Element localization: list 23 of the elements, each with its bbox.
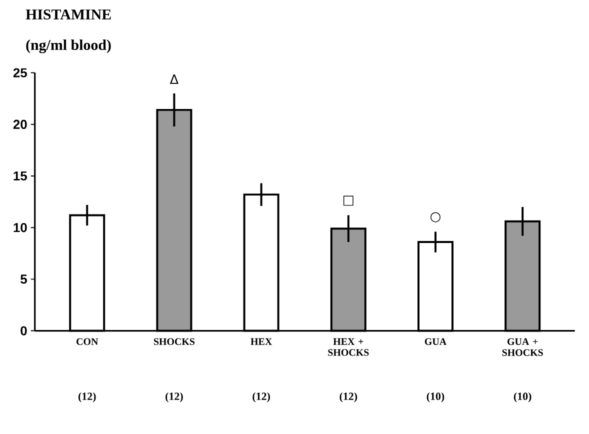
y-tick-label: 20 xyxy=(13,120,27,129)
data-label: □ xyxy=(343,196,354,206)
x-tick-label: HEX xyxy=(250,338,272,345)
x-tick-label: GUA + SHOCKS xyxy=(502,338,543,356)
text: (10) xyxy=(426,392,444,402)
data-label: ○ xyxy=(430,212,440,222)
y-tick-label: 5 xyxy=(20,274,27,284)
y-tick-label: 10 xyxy=(14,223,27,232)
x-tick-label: SHOCKS xyxy=(154,338,195,345)
chart-title: HISTAMINE xyxy=(26,10,111,20)
y-tick-label: 25 xyxy=(13,68,27,78)
x-tick-label: GUA xyxy=(424,338,446,345)
text: (12) xyxy=(252,392,270,402)
data-label: Δ xyxy=(170,74,179,84)
text: (12) xyxy=(340,392,358,402)
text: (10) xyxy=(514,392,532,402)
x-tick-label: HEX + SHOCKS xyxy=(328,338,369,356)
y-tick-label: 0 xyxy=(20,326,27,336)
chart-subtitle: (ng/ml blood) xyxy=(26,40,111,54)
y-tick-label: 15 xyxy=(14,171,27,181)
text: (12) xyxy=(78,392,96,402)
x-tick-label: CON xyxy=(76,338,98,345)
text: (12) xyxy=(166,392,183,402)
